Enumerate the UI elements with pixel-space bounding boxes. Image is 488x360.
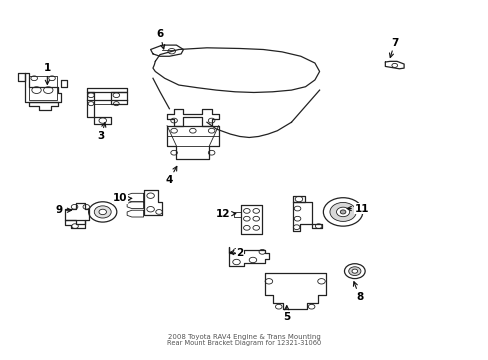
Circle shape — [88, 102, 94, 106]
Circle shape — [32, 87, 41, 94]
Circle shape — [43, 87, 53, 94]
Text: 7: 7 — [388, 38, 398, 58]
Circle shape — [88, 202, 117, 222]
Circle shape — [49, 76, 55, 81]
Text: 8: 8 — [353, 282, 363, 302]
Circle shape — [113, 102, 119, 106]
Circle shape — [208, 150, 215, 155]
Circle shape — [315, 224, 321, 229]
Circle shape — [252, 208, 259, 213]
Circle shape — [94, 206, 111, 218]
Circle shape — [351, 269, 357, 273]
Circle shape — [156, 210, 162, 214]
Circle shape — [170, 150, 177, 155]
Circle shape — [170, 118, 177, 123]
Circle shape — [113, 93, 120, 98]
Circle shape — [146, 207, 154, 212]
Text: 11: 11 — [346, 203, 368, 213]
Circle shape — [294, 206, 300, 211]
Circle shape — [348, 267, 360, 275]
Text: 2008 Toyota RAV4 Engine & Trans Mounting: 2008 Toyota RAV4 Engine & Trans Mounting — [168, 334, 320, 340]
Text: 9: 9 — [56, 205, 71, 215]
Text: 5: 5 — [283, 306, 290, 322]
Circle shape — [243, 225, 250, 230]
Circle shape — [275, 304, 282, 309]
Circle shape — [295, 196, 302, 202]
Circle shape — [208, 129, 215, 133]
Circle shape — [329, 202, 355, 221]
Circle shape — [232, 259, 240, 265]
Circle shape — [99, 118, 106, 123]
Circle shape — [99, 209, 106, 215]
Circle shape — [208, 118, 215, 123]
Circle shape — [259, 249, 265, 254]
Circle shape — [170, 129, 177, 133]
Circle shape — [308, 304, 314, 309]
Circle shape — [294, 216, 300, 221]
Circle shape — [71, 204, 78, 209]
Circle shape — [146, 193, 154, 198]
Circle shape — [243, 216, 250, 221]
Text: 2: 2 — [229, 248, 243, 257]
Circle shape — [344, 264, 365, 279]
Circle shape — [391, 63, 397, 67]
Circle shape — [249, 257, 256, 263]
Circle shape — [293, 225, 299, 230]
Text: 6: 6 — [156, 29, 164, 49]
Circle shape — [168, 49, 175, 54]
Text: 3: 3 — [98, 123, 105, 141]
Circle shape — [233, 248, 239, 253]
Circle shape — [317, 279, 325, 284]
Circle shape — [252, 216, 259, 221]
Text: 10: 10 — [113, 193, 131, 203]
Text: Rear Mount Bracket Diagram for 12321-31060: Rear Mount Bracket Diagram for 12321-310… — [167, 340, 321, 346]
Circle shape — [323, 198, 362, 226]
Circle shape — [340, 210, 345, 214]
Text: 4: 4 — [165, 166, 177, 185]
Circle shape — [83, 204, 89, 209]
Text: 1: 1 — [43, 63, 51, 84]
Circle shape — [189, 129, 196, 133]
Circle shape — [72, 224, 78, 229]
Circle shape — [336, 207, 349, 217]
Circle shape — [87, 93, 94, 98]
Circle shape — [31, 76, 38, 81]
Text: 12: 12 — [216, 209, 235, 219]
Circle shape — [252, 225, 259, 230]
Circle shape — [264, 279, 272, 284]
Circle shape — [243, 208, 250, 213]
